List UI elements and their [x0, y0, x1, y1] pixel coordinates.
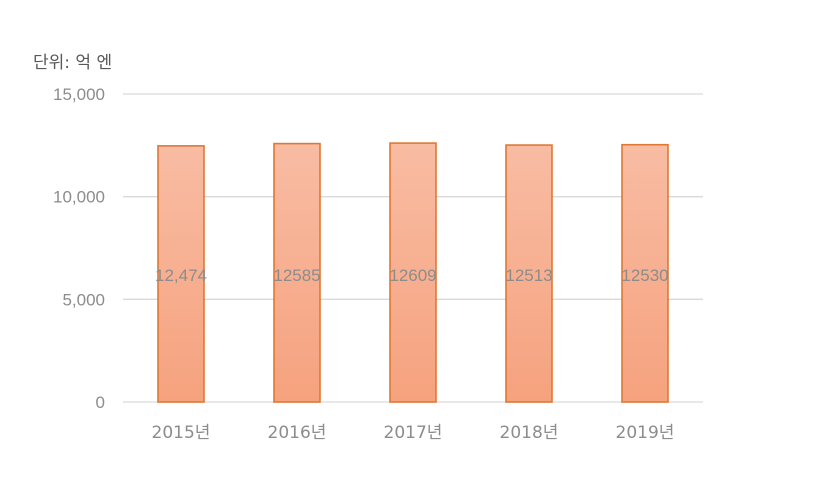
- x-tick-label: 2018년: [500, 423, 559, 443]
- x-tick-label: 2016년: [268, 423, 327, 443]
- data-labels: 12,474 12585 12609 12513 12530: [155, 266, 669, 285]
- x-tick-label: 2015년: [152, 423, 211, 443]
- unit-label: 단위: 억 엔: [33, 53, 112, 73]
- data-label: 12530: [621, 266, 668, 285]
- x-tick-label: 2017년: [384, 423, 443, 443]
- bars: [157, 142, 669, 403]
- y-tick-label: 15,000: [53, 85, 105, 104]
- bar: [621, 143, 669, 403]
- bar: [505, 144, 553, 403]
- bar: [389, 142, 437, 403]
- bar: [273, 142, 321, 403]
- x-axis-labels: 2015년 2016년 2017년 2018년 2019년: [152, 423, 675, 443]
- y-tick-label: 5,000: [62, 290, 105, 309]
- data-label: 12513: [505, 266, 552, 285]
- data-label: 12609: [389, 266, 436, 285]
- data-label: 12585: [273, 266, 320, 285]
- y-axis-ticks: 0 5,000 10,000 15,000: [53, 85, 105, 412]
- bar: [157, 145, 205, 403]
- x-tick-label: 2019년: [616, 423, 675, 443]
- data-label: 12,474: [155, 266, 207, 285]
- y-tick-label: 10,000: [53, 188, 105, 207]
- y-tick-label: 0: [96, 393, 105, 412]
